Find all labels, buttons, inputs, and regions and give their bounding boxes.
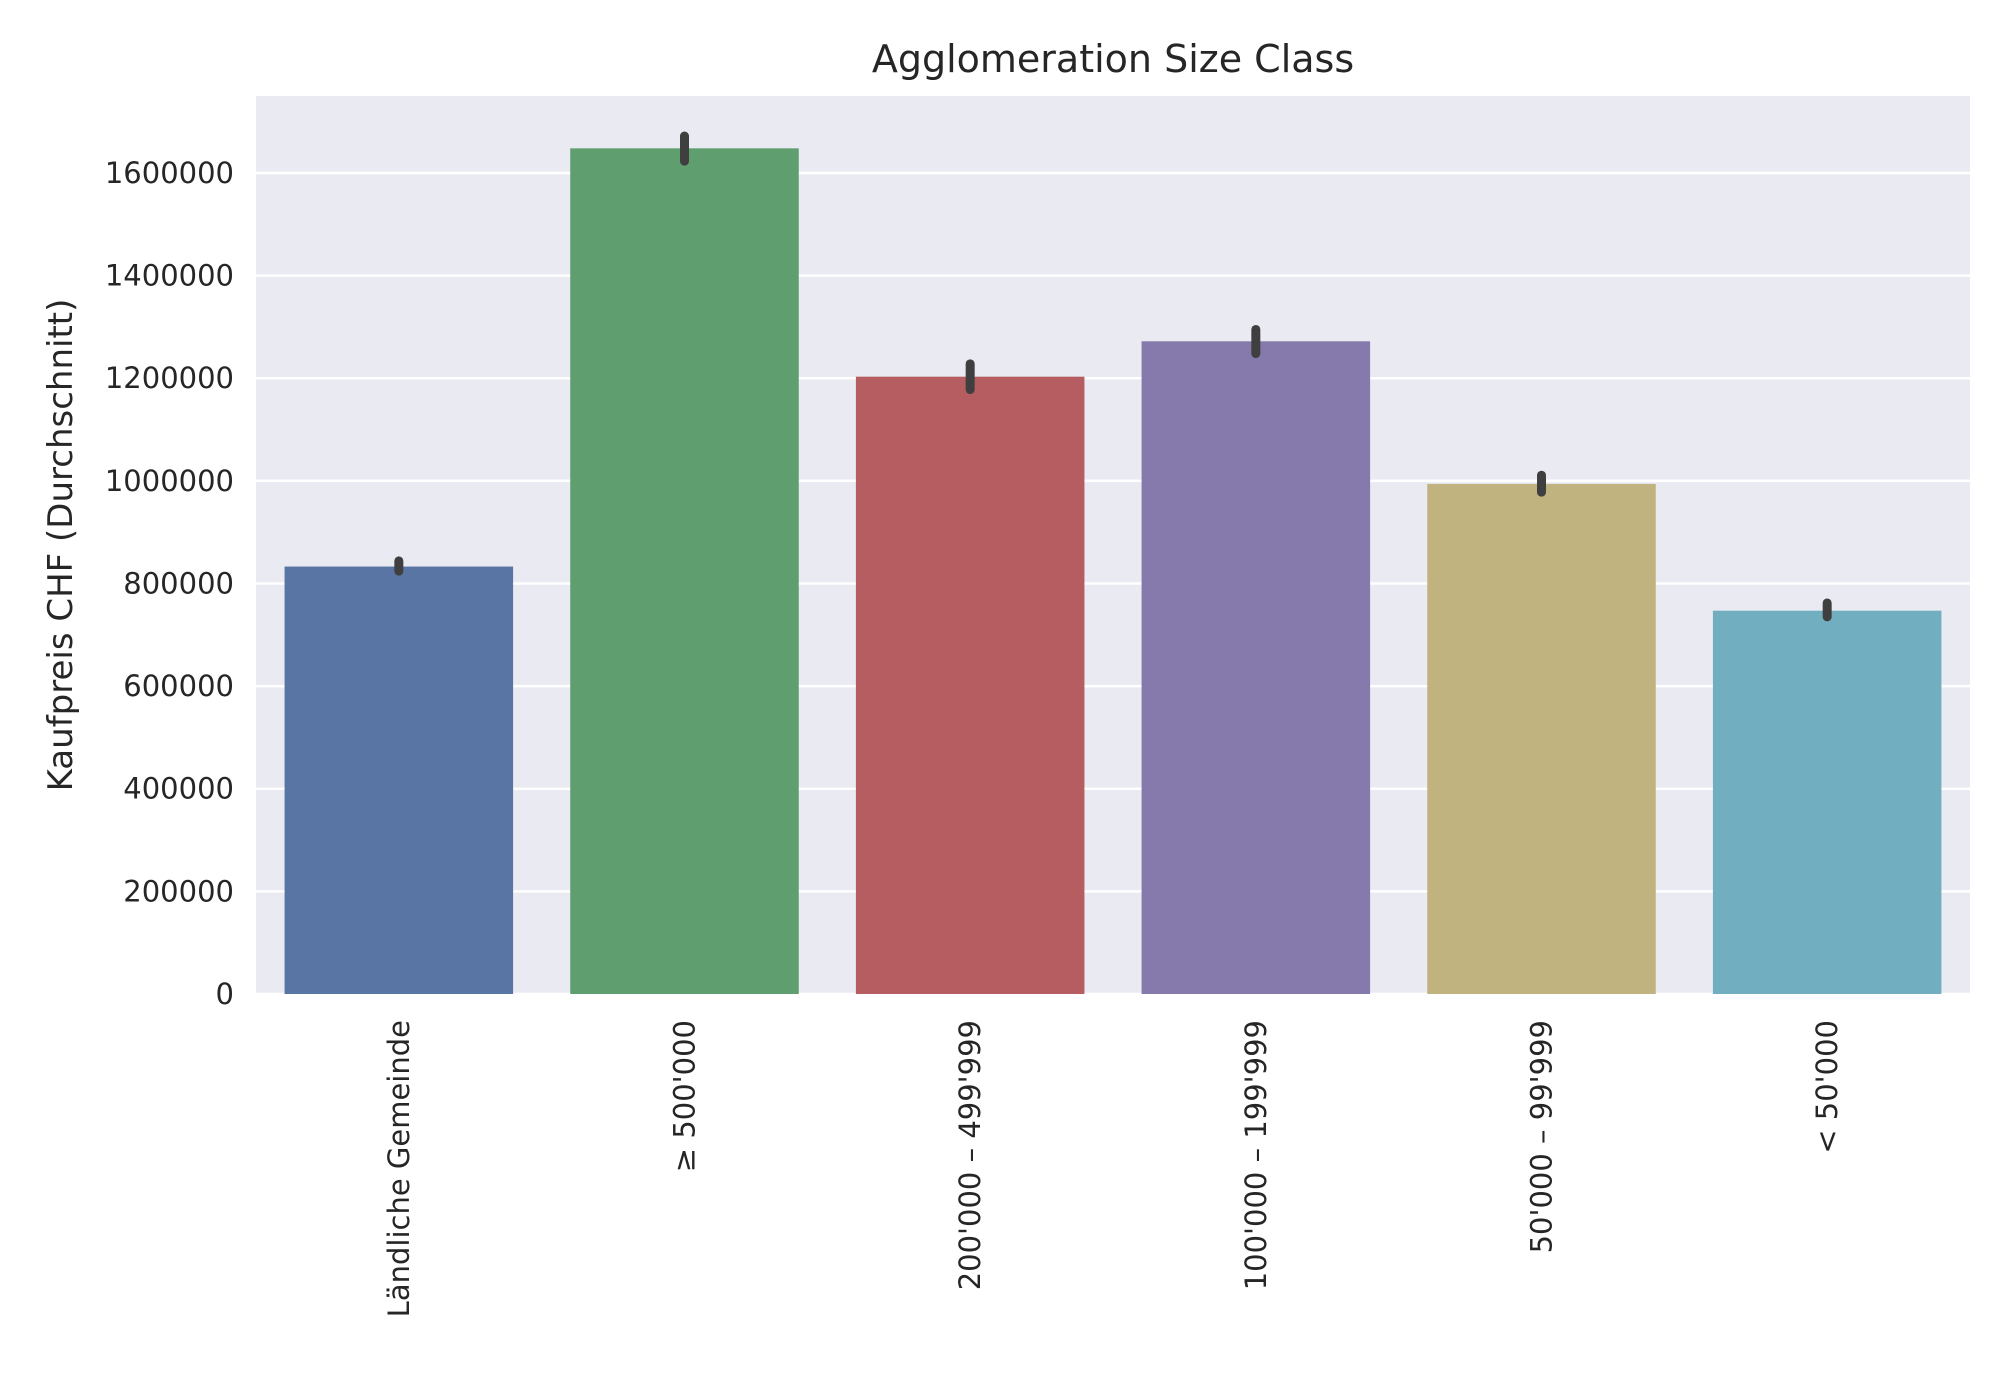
- chart-title: Agglomeration Size Class: [872, 37, 1354, 81]
- x-tick-label: 100'000 – 199'999: [1239, 1020, 1273, 1290]
- y-tick-label: 1600000: [105, 156, 234, 190]
- x-tick-label: 200'000 – 499'999: [953, 1020, 987, 1290]
- y-tick-label: 0: [216, 977, 234, 1011]
- x-tick-label: Ländliche Gemeinde: [382, 1020, 416, 1317]
- bars: [284, 148, 1942, 994]
- bar: [284, 566, 514, 994]
- y-tick-label: 1400000: [105, 259, 234, 293]
- y-tick-label: 1000000: [105, 464, 234, 498]
- bar: [1712, 610, 1942, 994]
- bar: [570, 148, 799, 994]
- bar: [1141, 341, 1371, 994]
- y-tick-label: 400000: [123, 772, 234, 806]
- x-tick-label: 50'000 – 99'999: [1525, 1020, 1559, 1253]
- plot-background: [256, 96, 1970, 994]
- y-tick-label: 200000: [123, 874, 234, 908]
- y-tick-label: 600000: [123, 669, 234, 703]
- y-tick-label: 800000: [123, 566, 234, 600]
- x-tick-label: ≥ 500'000: [668, 1020, 702, 1172]
- x-tick-labels: Ländliche Gemeinde ≥ 500'000 200'000 – 499…: [382, 1020, 1844, 1317]
- bar: [855, 376, 1085, 994]
- y-tick-label: 1200000: [105, 361, 234, 395]
- y-tick-labels: 0 200000 400000 600000 800000 1000000 1200000 1…: [105, 156, 234, 1011]
- grid-lines: [256, 171, 1970, 996]
- error-bars: [394, 131, 1832, 622]
- bar: [1427, 483, 1656, 994]
- x-tick-label: < 50'000: [1810, 1020, 1844, 1154]
- y-axis-label: Kaufpreis CHF (Durchschnitt): [41, 299, 81, 792]
